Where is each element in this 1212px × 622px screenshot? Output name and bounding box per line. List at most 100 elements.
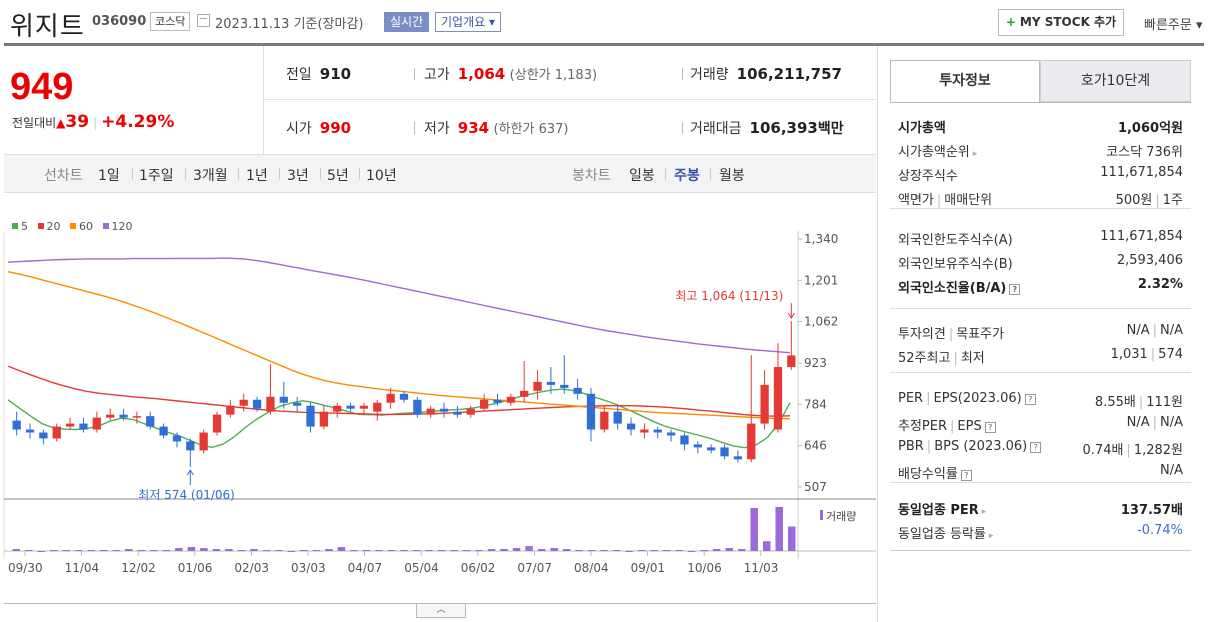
panel-tabs: 투자정보 호가10단계 [890, 60, 1191, 102]
candle-body [279, 396, 288, 403]
line-chart-label: 선차트 [44, 168, 83, 184]
period-tab[interactable]: 10년 [366, 168, 397, 184]
candle-body [359, 405, 369, 409]
period-tab[interactable]: 3년 [287, 168, 309, 184]
candle-body [386, 393, 395, 403]
change-label: 전일대비 [12, 116, 57, 130]
volume-bar [750, 507, 758, 551]
help-icon[interactable]: ? [960, 470, 972, 481]
candle-body [226, 405, 235, 415]
candle-body [413, 399, 422, 415]
volume-bar [275, 550, 283, 552]
candle-tab-monthly[interactable]: 월봉 [719, 168, 745, 184]
dividend-yield: 배당수익률? N/A [898, 463, 1183, 482]
realtime-button[interactable]: 실시간 [384, 12, 430, 32]
candle-body [146, 416, 155, 427]
x-tick-label: 09/01 [631, 561, 666, 575]
mystock-label: MY STOCK 추가 [1019, 15, 1117, 29]
stock-chart: 5 20 60 120 1,340 1,201 1,062 923 784 646 507 0… [0, 194, 876, 594]
volume-bar [637, 550, 646, 552]
volume-bar [662, 550, 671, 552]
mystock-add-button[interactable]: + MY STOCK 추가 [998, 9, 1124, 36]
group-market-cap: 시가총액 1,060억원 시가총액순위 ▸ 코스닥 736위 상장주식수 111,671… [890, 103, 1191, 209]
volume-bar [587, 550, 596, 552]
volume-legend-label: 거래량 [826, 510, 856, 523]
industry-change-rate[interactable]: 동일업종 등락률 ▸ -0.74% [898, 523, 1183, 542]
high-annotation: 최고 1,064 (11/13) [675, 289, 783, 303]
help-icon[interactable]: ? [1030, 442, 1042, 453]
volume-bar [12, 549, 21, 551]
volume-bar [200, 548, 208, 551]
candle-body [626, 423, 636, 430]
x-tick-label: 01/06 [178, 561, 213, 575]
x-tick-label: 02/03 [234, 561, 269, 575]
help-icon[interactable]: ? [1009, 284, 1021, 295]
candle-body [65, 423, 75, 427]
company-overview-dropdown[interactable]: 기업개요 ▾ [435, 12, 501, 32]
period-tab[interactable]: 3개월 [193, 168, 228, 184]
y-tick-label: 507 [804, 480, 827, 494]
candle-tab-weekly[interactable]: 주봉 [674, 168, 700, 184]
volume-bar [737, 549, 746, 551]
volume-bar [625, 551, 633, 552]
legend-ma60: 60 [70, 220, 93, 233]
period-tab[interactable]: 1년 [246, 168, 268, 184]
period-tab[interactable]: 1주일 [139, 168, 174, 184]
period-tab[interactable]: 5년 [327, 168, 349, 184]
volume-bar [37, 551, 46, 552]
chart-bottom-divider [4, 603, 876, 604]
par-value: 액면가 | 매매단위 500원 | 1주 [898, 193, 1183, 208]
candle-body [25, 429, 35, 433]
volume-bar [175, 548, 183, 551]
collapse-button[interactable]: ︿ [416, 604, 466, 618]
volume-bar [112, 550, 121, 552]
trade-amount: 거래대금 106,393백만 [690, 119, 844, 137]
candle-body [773, 367, 783, 430]
period-tab[interactable]: 1일 [98, 168, 120, 184]
quick-order-dropdown[interactable]: 빠른주문 ▾ [1144, 18, 1203, 33]
volume-bar [25, 550, 33, 552]
volume-bar [537, 549, 546, 551]
x-tick-label: 12/02 [121, 561, 156, 575]
plus-icon: + [1005, 15, 1016, 29]
tab-investment-info[interactable]: 투자정보 [890, 60, 1040, 102]
volume-bar [312, 550, 321, 552]
volume-bar [612, 550, 621, 552]
prev-close: 전일 910 [286, 65, 352, 83]
candle-body [172, 435, 182, 442]
candle-body [586, 393, 596, 430]
foreign-holding: 외국인보유주식수(B) 2,593,406 [898, 253, 1183, 272]
candlestick-svg[interactable]: 1,340 1,201 1,062 923 784 646 507 09/30 11/04 12/… [0, 194, 876, 594]
candle-body [346, 405, 355, 409]
help-icon[interactable]: ? [1024, 394, 1036, 405]
volume-bar [375, 550, 383, 552]
candle-tab-daily[interactable]: 일봉 [629, 168, 655, 184]
candle-body [600, 411, 609, 430]
high-arrow-head [787, 312, 795, 320]
foreign-rate: 외국인소진율(B/A)? 2.32% [898, 277, 1183, 296]
per-eps: PER | EPS(2023.06)? 8.55배 | 111원 [898, 391, 1183, 410]
volume-bar [450, 550, 458, 552]
change-percent: +4.29% [101, 112, 175, 132]
legend-ma20: 20 [37, 220, 61, 233]
industry-per[interactable]: 동일업종 PER ▸ 137.57배 [898, 503, 1183, 518]
volume-bar [162, 550, 171, 552]
header-divider [4, 43, 1204, 46]
volume-bar [137, 550, 146, 552]
ma-line-ma120 [7, 257, 791, 354]
candle-body [506, 396, 515, 403]
market-cap-rank[interactable]: 시가총액순위 ▸ 코스닥 736위 [898, 145, 1183, 160]
candle-body [693, 444, 702, 448]
x-tick-label: 03/03 [291, 561, 326, 575]
tab-orderbook[interactable]: 호가10단계 [1040, 60, 1191, 102]
candle-body [493, 399, 502, 403]
candle-body [573, 387, 582, 394]
low-annotation: 최저 574 (01/06) [138, 488, 235, 502]
volume-bar [325, 549, 333, 551]
y-tick-label: 1,062 [804, 315, 838, 329]
help-icon[interactable]: ? [984, 422, 996, 433]
candle-body [199, 432, 208, 451]
x-tick-label: 06/02 [461, 561, 496, 575]
week52-range: 52주최고 | 최저 1,031 | 574 [898, 347, 1183, 366]
volume-bar [187, 547, 196, 551]
